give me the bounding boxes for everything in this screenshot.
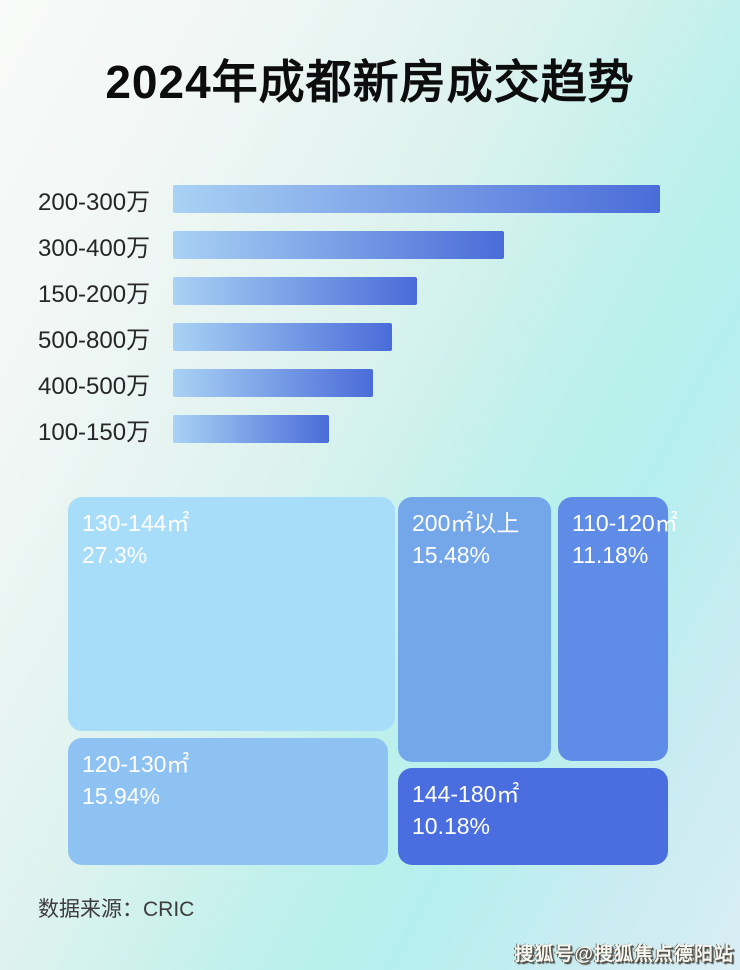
- bar-category-label: 100-150万: [38, 418, 151, 446]
- tile-value: 10.18%: [412, 813, 491, 840]
- tile-value: 15.94%: [82, 783, 161, 810]
- tile-label: 130-144㎡: [82, 510, 190, 536]
- treemap-tile: 110-120㎡ 11.18%: [558, 497, 678, 761]
- bar-category-label: 500-800万: [38, 326, 151, 354]
- bar-row: 500-800万: [0, 314, 740, 360]
- treemap-tile: 130-144㎡ 27.3%: [68, 497, 395, 731]
- page-title: 2024年成都新房成交趋势: [105, 56, 635, 108]
- area-size-treemap: 130-144㎡ 27.3% 120-130㎡ 15.94% 200㎡以上 15…: [68, 497, 678, 865]
- bar-category-label: 150-200万: [38, 280, 151, 308]
- bar-row: 200-300万: [0, 176, 740, 222]
- bar-row: 300-400万: [0, 222, 740, 268]
- tile-label: 144-180㎡: [412, 781, 520, 807]
- bar-category-label: 400-500万: [38, 372, 151, 400]
- bar-category-label: 200-300万: [38, 188, 151, 216]
- tile-label: 200㎡以上: [412, 510, 520, 536]
- tile-label: 110-120㎡: [572, 510, 678, 536]
- tile-value: 11.18%: [572, 542, 649, 569]
- treemap-tile: 144-180㎡ 10.18%: [398, 768, 668, 865]
- bar: [173, 185, 660, 213]
- treemap-tile: 200㎡以上 15.48%: [398, 497, 551, 762]
- bar: [173, 323, 392, 351]
- bar-row: 400-500万: [0, 360, 740, 406]
- tile-value: 15.48%: [412, 542, 491, 569]
- bar-row: 100-150万: [0, 406, 740, 452]
- price-range-bar-chart: 200-300万 300-400万 150-200万 500-800万 400-…: [0, 176, 740, 452]
- tile-label: 120-130㎡: [82, 751, 190, 777]
- bar-category-label: 300-400万: [38, 234, 151, 262]
- treemap-tile: 120-130㎡ 15.94%: [68, 738, 388, 865]
- bar-row: 150-200万: [0, 268, 740, 314]
- bar-track: [173, 185, 740, 213]
- bar: [173, 231, 504, 259]
- bar: [173, 415, 329, 443]
- bar-track: [173, 323, 740, 351]
- watermark: 搜狐号@搜狐焦点德阳站: [514, 944, 734, 965]
- bar-track: [173, 231, 740, 259]
- bar-track: [173, 369, 740, 397]
- data-source-label: 数据来源：CRIC: [38, 898, 195, 921]
- bar-track: [173, 415, 740, 443]
- tile-value: 27.3%: [82, 542, 148, 569]
- bar: [173, 277, 417, 305]
- bar: [173, 369, 373, 397]
- bar-track: [173, 277, 740, 305]
